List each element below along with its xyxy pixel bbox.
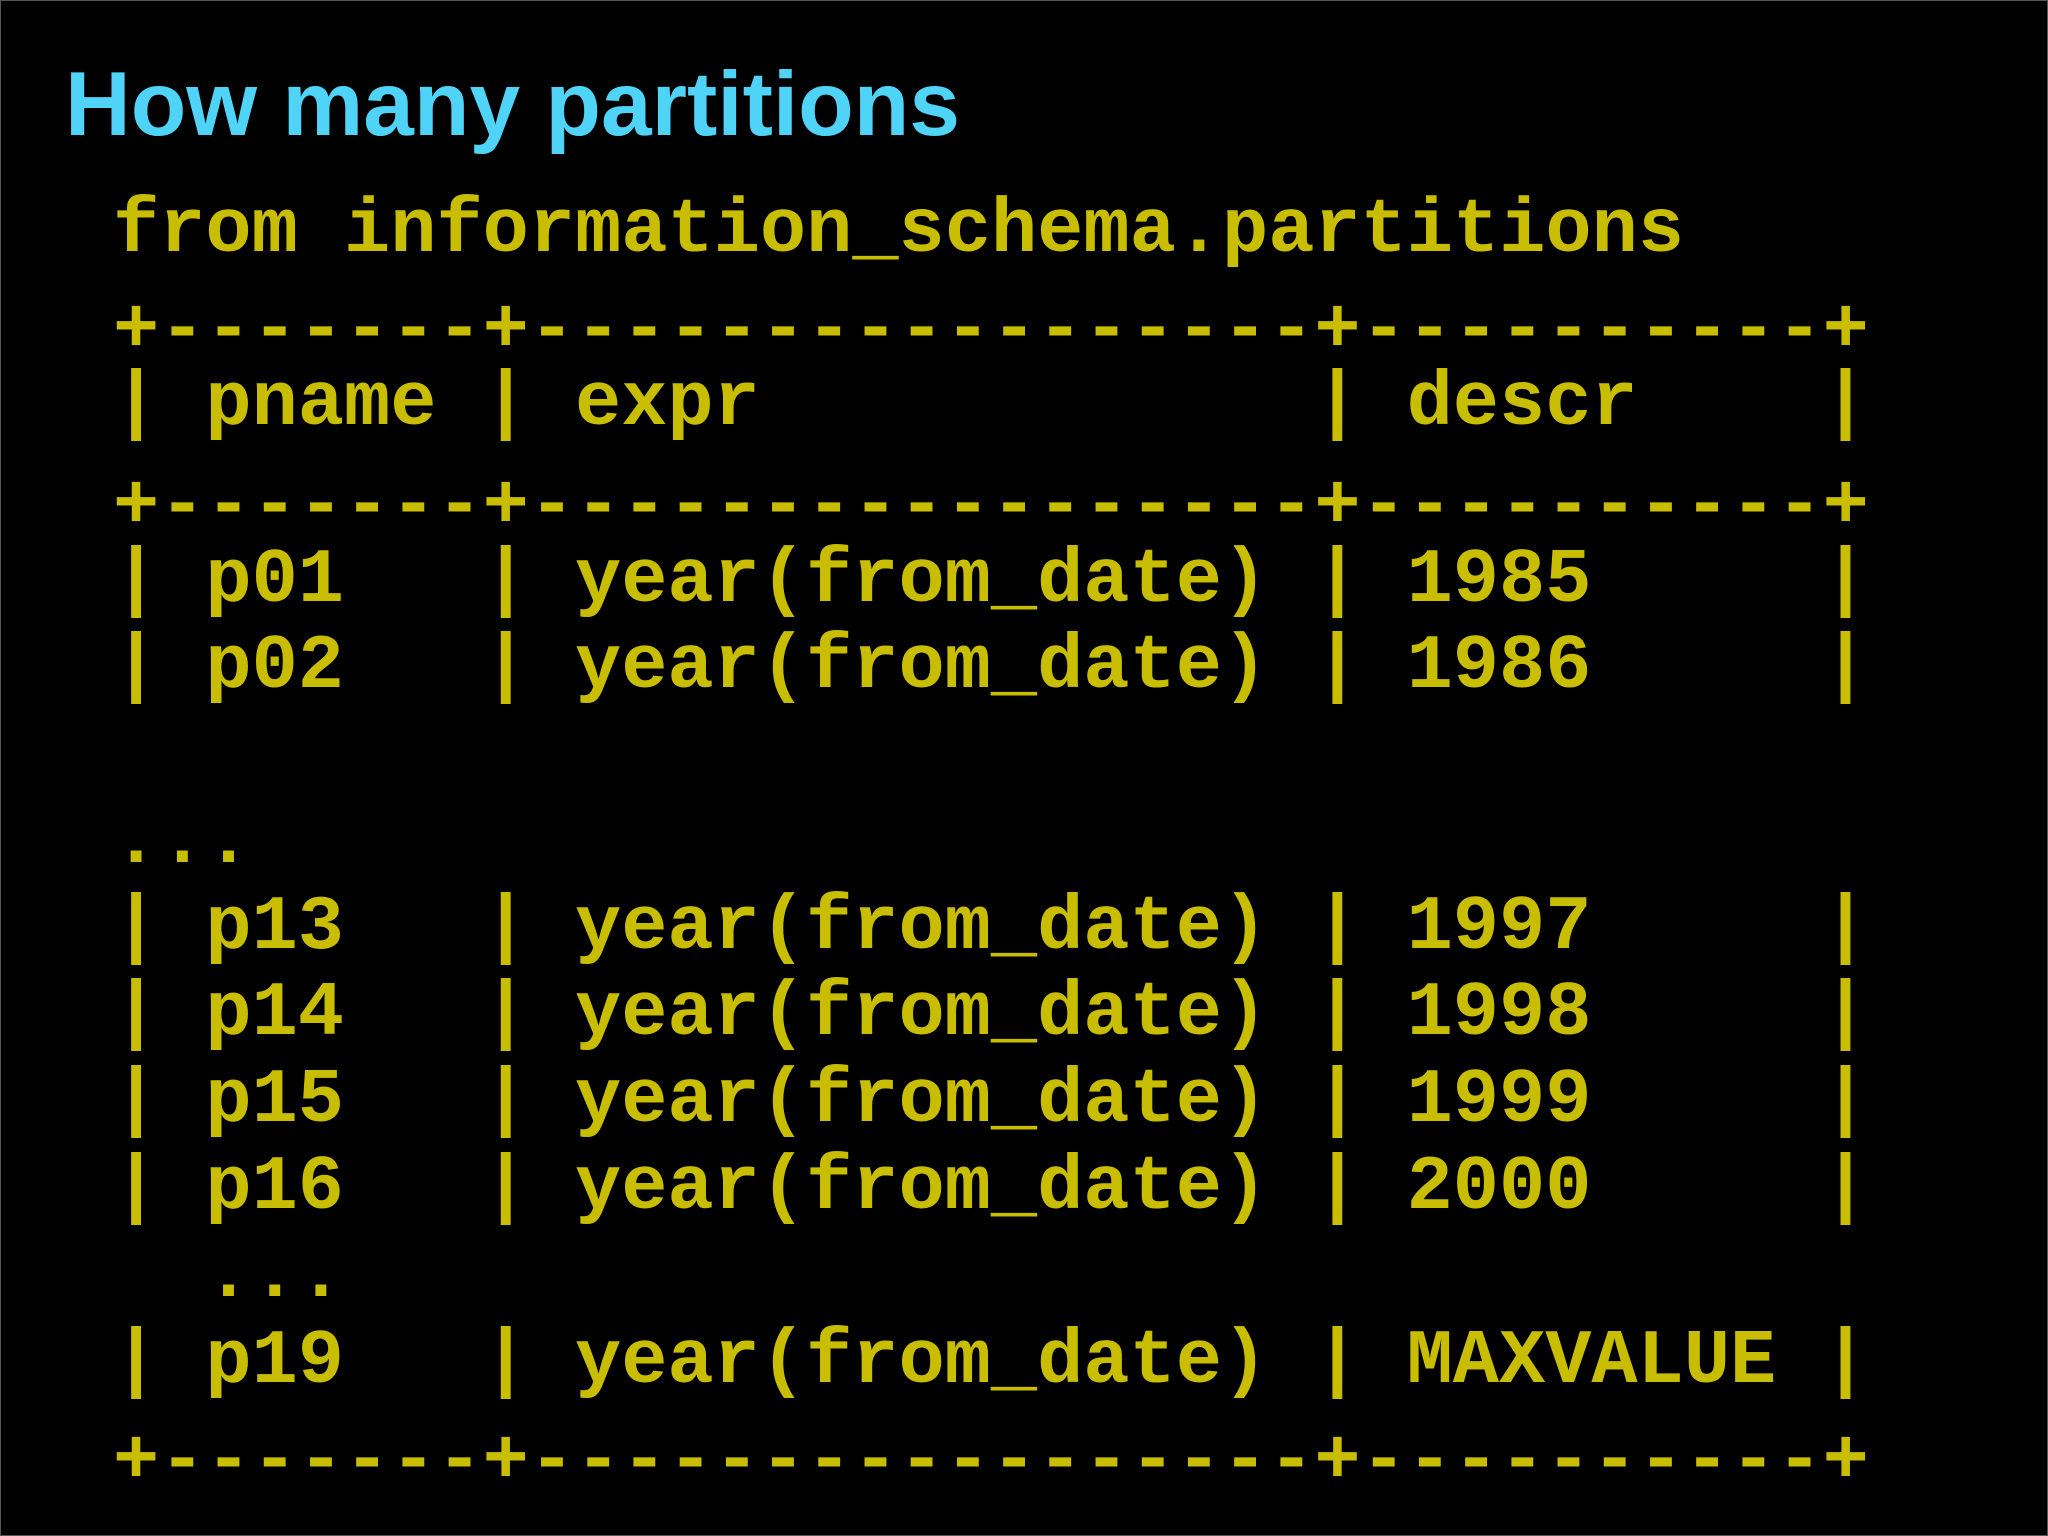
column-header: pname: [205, 361, 436, 448]
slide-title: How many partitions: [65, 54, 960, 155]
table-cell: 1998: [1407, 971, 1592, 1058]
column-separator: |: [1314, 1145, 1360, 1232]
table-cell: year(from_date): [575, 885, 1268, 972]
column-separator: |: [1822, 1145, 1868, 1232]
column-separator: |: [1822, 1058, 1868, 1145]
table-border: +-------+-----------------+----------+: [113, 1419, 1869, 1506]
column-header: expr: [575, 361, 760, 448]
column-separator: |: [1822, 624, 1868, 711]
table-cell: 1986: [1407, 624, 1592, 711]
column-separator: |: [113, 885, 159, 972]
column-separator: |: [1314, 538, 1360, 625]
column-separator: |: [483, 361, 529, 448]
column-separator: |: [113, 361, 159, 448]
column-separator: |: [1314, 624, 1360, 711]
column-separator: |: [1314, 885, 1360, 972]
column-separator: |: [1314, 1319, 1360, 1406]
table-cell: 1997: [1407, 885, 1592, 972]
column-separator: |: [483, 538, 529, 625]
column-separator: |: [483, 624, 529, 711]
table-border: +-------+-----------------+----------+: [113, 288, 1869, 375]
table-cell: 1985: [1407, 538, 1592, 625]
query-line: from information_schema.partitions: [113, 188, 1684, 275]
column-separator: |: [483, 1319, 529, 1406]
column-separator: |: [113, 971, 159, 1058]
table-cell: p19: [205, 1319, 344, 1406]
table-cell: 2000: [1407, 1145, 1592, 1232]
table-cell: p14: [205, 971, 344, 1058]
column-separator: |: [113, 1058, 159, 1145]
column-separator: |: [1314, 971, 1360, 1058]
ellipsis: ...: [113, 799, 252, 886]
table-cell: year(from_date): [575, 1319, 1268, 1406]
table-cell: p01: [205, 538, 344, 625]
ellipsis: ...: [205, 1233, 344, 1320]
column-separator: |: [113, 1319, 159, 1406]
column-separator: |: [483, 1058, 529, 1145]
table-cell: p13: [205, 885, 344, 972]
table-cell: year(from_date): [575, 624, 1268, 711]
column-separator: |: [1822, 361, 1868, 448]
column-header: descr: [1407, 361, 1638, 448]
column-separator: |: [113, 538, 159, 625]
table-cell: MAXVALUE: [1407, 1319, 1777, 1406]
column-separator: |: [113, 1145, 159, 1232]
table-cell: year(from_date): [575, 1145, 1268, 1232]
table-cell: 1999: [1407, 1058, 1592, 1145]
table-cell: p02: [205, 624, 344, 711]
column-separator: |: [483, 885, 529, 972]
table-cell: p15: [205, 1058, 344, 1145]
column-separator: |: [113, 624, 159, 711]
table-cell: year(from_date): [575, 1058, 1268, 1145]
column-separator: |: [1314, 1058, 1360, 1145]
table-cell: year(from_date): [575, 971, 1268, 1058]
column-separator: |: [1822, 1319, 1868, 1406]
table-cell: p16: [205, 1145, 344, 1232]
column-separator: |: [1314, 361, 1360, 448]
column-separator: |: [483, 1145, 529, 1232]
table-cell: year(from_date): [575, 538, 1268, 625]
table-border: +-------+-----------------+----------+: [113, 464, 1869, 551]
column-separator: |: [1822, 885, 1868, 972]
column-separator: |: [1822, 538, 1868, 625]
column-separator: |: [483, 971, 529, 1058]
column-separator: |: [1822, 971, 1868, 1058]
